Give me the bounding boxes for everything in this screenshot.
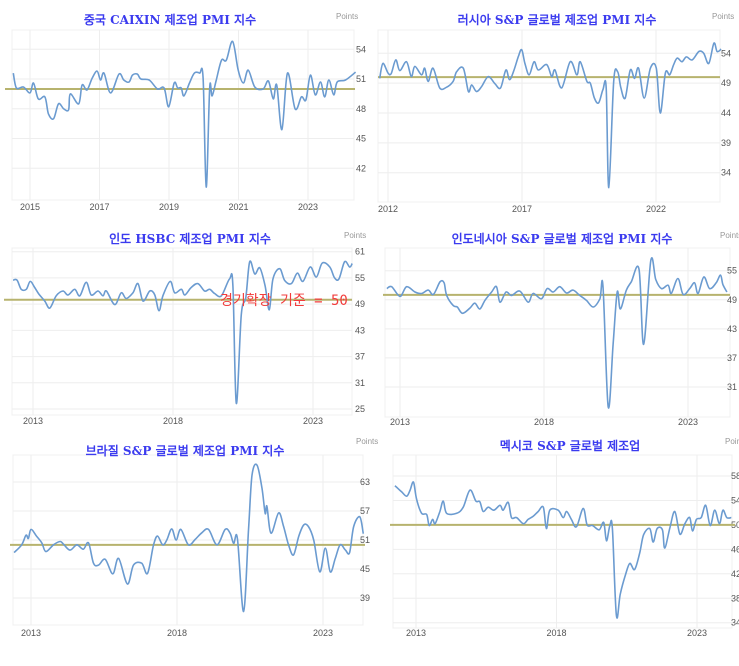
x-tick-label: 2013 (406, 628, 426, 638)
series-line-indonesia (386, 257, 728, 409)
x-tick-label: 2023 (313, 628, 333, 638)
x-tick-label: 2023 (678, 417, 698, 427)
plot-area (377, 29, 721, 203)
y-unit-label: Points (336, 12, 358, 21)
y-unit-label: Points (720, 231, 739, 240)
chart-title: 인도네시아 S&P 글로벌 제조업 PMI 지수 (452, 231, 673, 246)
y-unit-label: Points (712, 12, 734, 21)
x-tick-label: 2018 (546, 628, 566, 638)
y-tick-label: 25 (355, 404, 365, 414)
y-tick-label: 38 (731, 593, 739, 603)
chart-panel-russia: 34 39 44 49 54 2012 2017 2022 러시아 S&P 글로벌 제조업 PM… (377, 12, 734, 214)
y-tick-label: 42 (731, 569, 739, 579)
y-tick-label: 63 (360, 477, 370, 487)
x-tick-label: 2021 (228, 202, 248, 212)
annotation-expansion-threshold: 경기확장 기준 = 50 (220, 293, 348, 309)
y-tick-label: 51 (360, 535, 370, 545)
y-tick-label: 61 (355, 247, 365, 257)
x-tick-label: 2018 (534, 417, 554, 427)
y-tick-label: 45 (356, 134, 366, 144)
y-tick-label: 54 (721, 48, 731, 58)
chart-panel-brazil: 39 45 51 57 63 2013 2018 2023 브라질 S&P 글로벌 제조업 PM… (10, 437, 378, 638)
y-tick-label: 46 (731, 544, 739, 554)
y-tick-label: 51 (356, 74, 366, 84)
x-tick-label: 2013 (21, 628, 41, 638)
plot-area (11, 29, 355, 201)
series-line-china (12, 40, 357, 188)
y-tick-label: 57 (360, 506, 370, 516)
series-line-brazil (13, 463, 365, 613)
y-unit-label: Points (725, 437, 739, 446)
y-tick-label: 43 (727, 324, 737, 334)
series-line-mexico (394, 481, 732, 619)
y-tick-label: 34 (731, 618, 739, 628)
y-tick-label: 54 (731, 495, 739, 505)
chart-panel-china: 42 45 48 51 54 2015 2017 2019 2021 2023 중국 CAIXIN … (5, 12, 366, 212)
x-tick-label: 2012 (378, 204, 398, 214)
series-line-russia (378, 42, 722, 189)
y-tick-label: 39 (721, 138, 731, 148)
x-tick-label: 2023 (298, 202, 318, 212)
chart-panel-indonesia: 31 37 43 49 55 2013 2018 2023 인도네시아 S&P 글로벌 제조업 … (383, 231, 739, 427)
y-tick-label: 31 (355, 378, 365, 388)
y-tick-label: 31 (727, 382, 737, 392)
y-tick-label: 49 (355, 299, 365, 309)
x-tick-label: 2013 (23, 416, 43, 426)
chart-panel-india: 25 31 37 43 49 55 61 2013 2018 2023 인도 HSBC 제조업 PM… (4, 231, 366, 426)
y-tick-label: 54 (356, 44, 366, 54)
y-tick-label: 49 (727, 295, 737, 305)
x-tick-label: 2019 (159, 202, 179, 212)
x-tick-label: 2013 (390, 417, 410, 427)
y-tick-label: 58 (731, 471, 739, 481)
y-unit-label: Points (356, 437, 378, 446)
y-tick-label: 49 (721, 78, 731, 88)
y-tick-label: 45 (360, 564, 370, 574)
y-tick-label: 55 (727, 266, 737, 276)
chart-title: 러시아 S&P 글로벌 제조업 PMI 지수 (458, 12, 657, 27)
x-tick-label: 2018 (167, 628, 187, 638)
x-tick-label: 2023 (303, 416, 323, 426)
y-tick-label: 43 (355, 325, 365, 335)
plot-area (392, 454, 733, 629)
y-tick-label: 44 (721, 108, 731, 118)
y-tick-label: 37 (355, 352, 365, 362)
y-tick-label: 55 (355, 273, 365, 283)
x-tick-label: 2022 (646, 204, 666, 214)
y-tick-label: 48 (356, 104, 366, 114)
x-tick-label: 2023 (687, 628, 707, 638)
chart-title: 멕시코 S&P 글로벌 제조업 (500, 438, 640, 453)
y-tick-label: 42 (356, 163, 366, 173)
chart-title: 브라질 S&P 글로벌 제조업 PMI 지수 (86, 443, 285, 458)
series-line-india (12, 260, 353, 405)
plot-area (384, 247, 731, 418)
y-unit-label: Points (344, 231, 366, 240)
plot-area (11, 247, 353, 416)
chart-title: 중국 CAIXIN 제조업 PMI 지수 (84, 12, 256, 27)
x-tick-label: 2018 (163, 416, 183, 426)
y-tick-label: 39 (360, 593, 370, 603)
x-tick-label: 2015 (20, 202, 40, 212)
x-tick-label: 2017 (512, 204, 532, 214)
y-tick-label: 37 (727, 353, 737, 363)
chart-title: 인도 HSBC 제조업 PMI 지수 (109, 231, 271, 246)
x-tick-label: 2017 (89, 202, 109, 212)
y-tick-label: 34 (721, 168, 731, 178)
